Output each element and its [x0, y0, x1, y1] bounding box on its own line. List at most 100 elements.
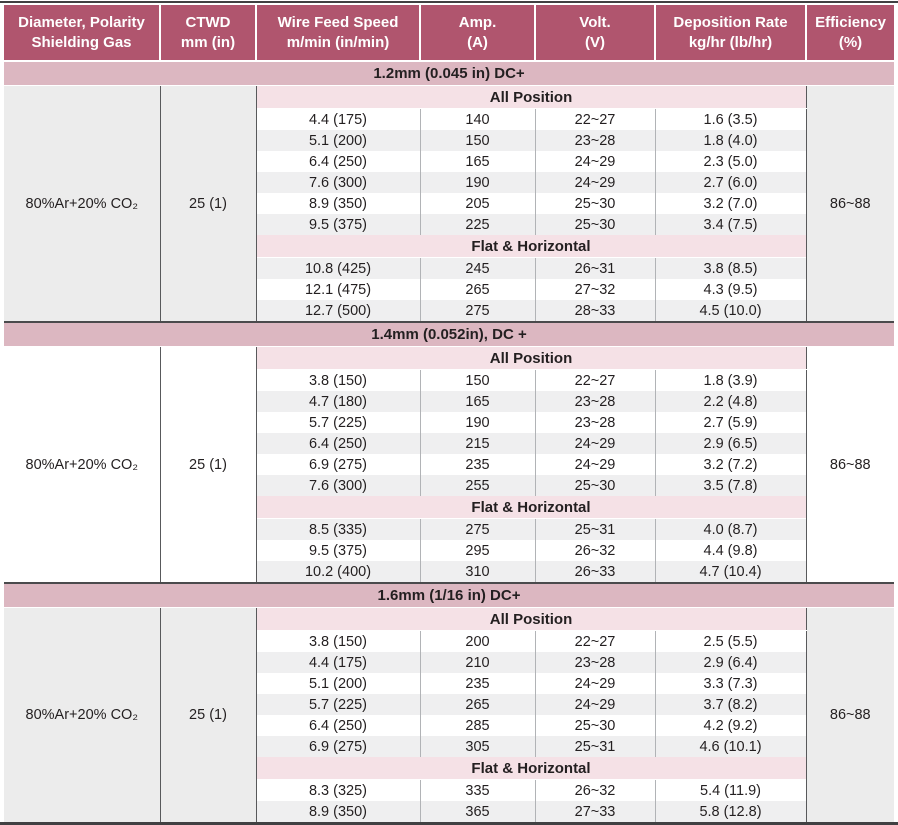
col-header-line1: Deposition Rate	[673, 14, 788, 31]
volt-cell: 26~33	[534, 561, 655, 583]
col-header-line2: m/min (in/min)	[286, 33, 390, 51]
table-row: 6.9 (275) 235 24~29 3.2 (7.2)	[4, 454, 894, 475]
deposition-cell: 4.7 (10.4)	[654, 561, 806, 583]
amp-cell: 165	[419, 391, 535, 412]
col-header-line2: mm (in)	[180, 33, 236, 51]
deposition-cell: 2.7 (5.9)	[654, 412, 806, 433]
table-row: 6.9 (275) 305 25~31 4.6 (10.1)	[4, 736, 894, 757]
volt-cell: 22~27	[534, 369, 655, 391]
col-header-line2: kg/hr (lb/hr)	[688, 33, 773, 51]
position-band-row: Flat & Horizontal	[4, 235, 894, 258]
amp-cell: 275	[419, 518, 535, 540]
deposition-cell: 3.2 (7.2)	[654, 454, 806, 475]
wire-feed-cell: 3.8 (150)	[256, 630, 420, 652]
volt-cell: 27~32	[534, 279, 655, 300]
table-row: 7.6 (300) 190 24~29 2.7 (6.0)	[4, 172, 894, 193]
col-header-deposition-rate: Deposition Rate kg/hr (lb/hr)	[655, 5, 807, 61]
position-band-label: All Position	[256, 607, 806, 631]
table-row: 8.5 (335) 275 25~31 4.0 (8.7)	[4, 518, 894, 540]
wire-feed-cell: 6.4 (250)	[256, 715, 420, 736]
volt-cell: 26~32	[534, 779, 655, 801]
wire-feed-cell: 6.9 (275)	[256, 736, 420, 757]
gas-cell: 80%Ar+20% CO₂	[4, 85, 161, 322]
section-title-row: 1.6mm (1/16 in) DC+	[4, 582, 894, 608]
wire-feed-cell: 3.8 (150)	[256, 369, 420, 391]
deposition-cell: 3.7 (8.2)	[654, 694, 806, 715]
deposition-cell: 4.3 (9.5)	[654, 279, 806, 300]
top-border-line	[0, 1, 898, 3]
wire-feed-cell: 4.4 (175)	[256, 108, 420, 130]
wire-feed-cell: 4.7 (180)	[256, 391, 420, 412]
volt-cell: 25~31	[534, 736, 655, 757]
amp-cell: 310	[419, 561, 535, 583]
table-header-row: Diameter, Polarity Shielding Gas CTWD mm…	[4, 5, 894, 61]
wire-feed-cell: 8.5 (335)	[256, 518, 420, 540]
efficiency-cell: 86~88	[805, 607, 894, 822]
wire-feed-cell: 10.2 (400)	[256, 561, 420, 583]
amp-cell: 305	[419, 736, 535, 757]
deposition-cell: 2.3 (5.0)	[654, 151, 806, 172]
gas-cell: 80%Ar+20% CO₂	[4, 607, 161, 822]
table-row: 5.1 (200) 150 23~28 1.8 (4.0)	[4, 130, 894, 151]
wire-feed-cell: 7.6 (300)	[256, 172, 420, 193]
table-row: 4.4 (175) 210 23~28 2.9 (6.4)	[4, 652, 894, 673]
position-band-label: Flat & Horizontal	[256, 235, 806, 258]
position-band-label: Flat & Horizontal	[256, 496, 806, 519]
deposition-cell: 1.6 (3.5)	[654, 108, 806, 130]
amp-cell: 265	[419, 694, 535, 715]
table-row: 8.9 (350) 205 25~30 3.2 (7.0)	[4, 193, 894, 214]
wire-feed-cell: 6.4 (250)	[256, 151, 420, 172]
table-row: 9.5 (375) 295 26~32 4.4 (9.8)	[4, 540, 894, 561]
gas-cell: 80%Ar+20% CO₂	[4, 346, 161, 583]
wire-feed-cell: 5.7 (225)	[256, 412, 420, 433]
volt-cell: 25~30	[534, 715, 655, 736]
amp-cell: 140	[419, 108, 535, 130]
amp-cell: 165	[419, 151, 535, 172]
deposition-cell: 3.2 (7.0)	[654, 193, 806, 214]
amp-cell: 365	[419, 801, 535, 822]
volt-cell: 24~29	[534, 673, 655, 694]
table-wrapper: Diameter, Polarity Shielding Gas CTWD mm…	[0, 5, 898, 822]
table-row: 3.8 (150) 200 22~27 2.5 (5.5)	[4, 630, 894, 652]
table-row: 7.6 (300) 255 25~30 3.5 (7.8)	[4, 475, 894, 496]
volt-cell: 24~29	[534, 433, 655, 454]
wire-feed-cell: 10.8 (425)	[256, 257, 420, 279]
deposition-cell: 4.0 (8.7)	[654, 518, 806, 540]
amp-cell: 265	[419, 279, 535, 300]
col-header-line1: CTWD	[185, 14, 231, 31]
efficiency-cell: 86~88	[805, 346, 894, 583]
table-row: 4.4 (175) 140 22~27 1.6 (3.5)	[4, 108, 894, 130]
table-row: 5.1 (200) 235 24~29 3.3 (7.3)	[4, 673, 894, 694]
position-band-row: 80%Ar+20% CO₂ 25 (1) All Position 86~88	[4, 346, 894, 583]
wire-feed-cell: 9.5 (375)	[256, 540, 420, 561]
volt-cell: 23~28	[534, 391, 655, 412]
col-header-voltage: Volt. (V)	[535, 5, 656, 61]
amp-cell: 285	[419, 715, 535, 736]
amp-cell: 255	[419, 475, 535, 496]
section-title-row: 1.4mm (0.052in), DC +	[4, 321, 894, 347]
volt-cell: 23~28	[534, 652, 655, 673]
deposition-cell: 5.4 (11.9)	[654, 779, 806, 801]
volt-cell: 24~29	[534, 694, 655, 715]
amp-cell: 275	[419, 300, 535, 322]
position-band-label: All Position	[256, 85, 806, 109]
volt-cell: 25~30	[534, 214, 655, 235]
volt-cell: 23~28	[534, 130, 655, 151]
deposition-cell: 4.4 (9.8)	[654, 540, 806, 561]
table-row: 5.7 (225) 265 24~29 3.7 (8.2)	[4, 694, 894, 715]
table-row: 10.8 (425) 245 26~31 3.8 (8.5)	[4, 257, 894, 279]
ctwd-cell: 25 (1)	[160, 85, 257, 322]
wire-feed-cell: 12.7 (500)	[256, 300, 420, 322]
table-row: 10.2 (400) 310 26~33 4.7 (10.4)	[4, 561, 894, 583]
position-band-label: Flat & Horizontal	[256, 757, 806, 780]
deposition-cell: 2.9 (6.4)	[654, 652, 806, 673]
col-header-ctwd: CTWD mm (in)	[160, 5, 257, 61]
col-header-line2: (A)	[467, 33, 488, 51]
amp-cell: 295	[419, 540, 535, 561]
amp-cell: 335	[419, 779, 535, 801]
col-header-line2: Shielding Gas	[31, 33, 132, 51]
amp-cell: 225	[419, 214, 535, 235]
amp-cell: 235	[419, 454, 535, 475]
ctwd-cell: 25 (1)	[160, 346, 257, 583]
table-row: 8.3 (325) 335 26~32 5.4 (11.9)	[4, 779, 894, 801]
